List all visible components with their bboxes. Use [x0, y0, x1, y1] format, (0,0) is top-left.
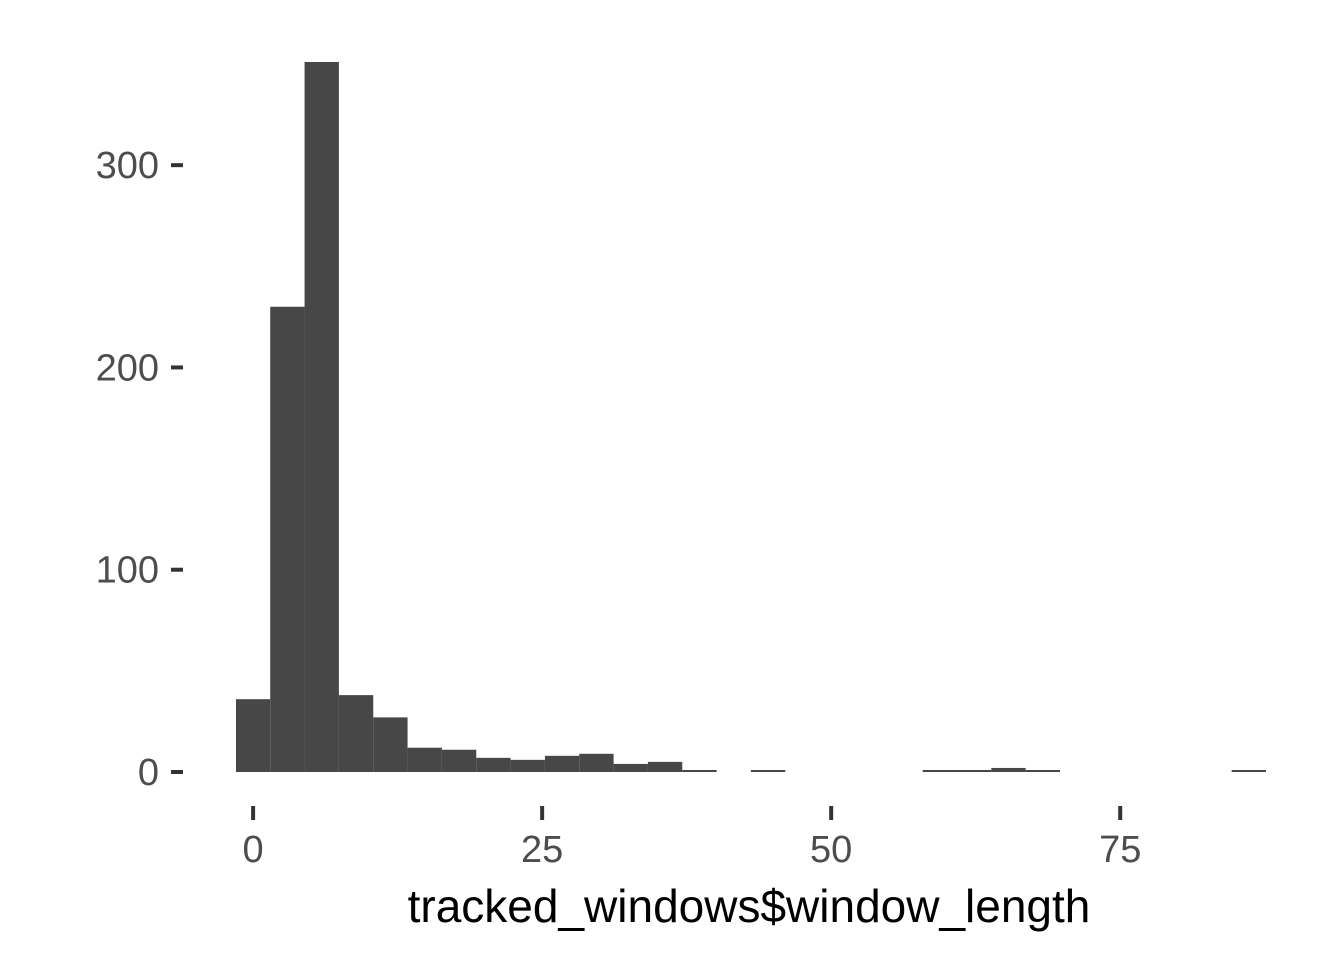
histogram-bar [510, 759, 545, 772]
histogram-bar [1025, 769, 1060, 772]
histogram-bar [579, 753, 614, 772]
histogram-bar [407, 747, 442, 772]
histogram-bar [338, 695, 374, 772]
x-tick-label: 25 [521, 829, 563, 871]
y-tick-label: 200 [96, 347, 159, 389]
histogram-bar [304, 62, 339, 772]
histogram-bar [750, 769, 786, 772]
x-axis: 0 25 50 75 [243, 806, 1141, 871]
histogram-bar [991, 767, 1026, 772]
y-axis: 0 100 200 300 [96, 145, 183, 794]
y-tick-label: 100 [96, 550, 159, 592]
histogram-bar [647, 761, 683, 772]
x-tick-label: 0 [243, 829, 264, 871]
y-tick-label: 0 [138, 752, 159, 794]
histogram-bar [922, 769, 957, 772]
histogram-bar [476, 757, 511, 772]
histogram-bar [956, 769, 992, 772]
histogram-bar [613, 763, 648, 772]
y-tick-label: 300 [96, 145, 159, 187]
histogram-bar [373, 717, 408, 772]
histogram-bars [236, 62, 1266, 772]
histogram-bar [682, 769, 717, 772]
x-tick-label: 75 [1099, 829, 1141, 871]
histogram-bar [544, 755, 580, 772]
x-tick-label: 50 [810, 829, 852, 871]
histogram-bar [270, 306, 305, 772]
x-axis-title: tracked_windows$window_length [408, 880, 1091, 932]
histogram-bar [236, 699, 271, 772]
histogram-bar [441, 749, 477, 772]
histogram-bar [1231, 769, 1266, 772]
